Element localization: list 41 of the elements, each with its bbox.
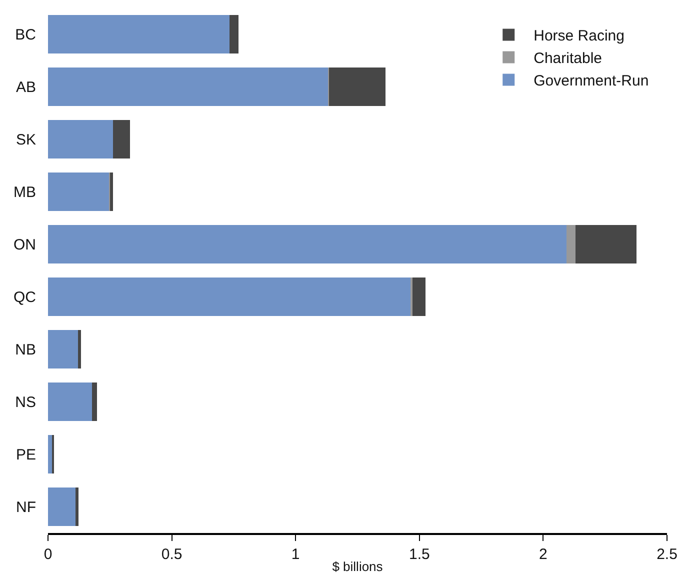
x-tick-label: 1.5 bbox=[408, 546, 430, 563]
y-tick-label: ON bbox=[14, 236, 36, 254]
bar bbox=[92, 382, 98, 421]
bar bbox=[48, 15, 230, 54]
y-tick-label: QC bbox=[14, 289, 36, 306]
x-axis-title: $ billions bbox=[332, 558, 384, 574]
y-tick-label: AB bbox=[16, 79, 36, 96]
bar bbox=[412, 278, 426, 316]
bar bbox=[110, 172, 114, 211]
bar bbox=[48, 382, 92, 421]
y-tick-label: MB bbox=[14, 184, 36, 201]
bar bbox=[48, 225, 566, 264]
x-tick-label: 0 bbox=[44, 546, 52, 563]
legend-label: Horse Racing bbox=[534, 28, 624, 45]
legend-label: Charitable bbox=[534, 50, 602, 68]
bar bbox=[48, 68, 328, 106]
bar bbox=[566, 225, 576, 264]
bar bbox=[76, 488, 79, 526]
bar bbox=[48, 488, 76, 526]
y-tick-label: PE bbox=[16, 446, 36, 464]
y-tick-label: NS bbox=[15, 394, 36, 411]
bar bbox=[113, 120, 130, 158]
x-tick-label: 0.5 bbox=[161, 546, 182, 563]
bar bbox=[48, 172, 110, 211]
legend-label: Government-Run bbox=[534, 72, 649, 90]
bar bbox=[48, 330, 78, 368]
bar bbox=[410, 278, 413, 316]
bar bbox=[328, 68, 386, 106]
y-tick-label: BC bbox=[15, 26, 36, 44]
bar bbox=[576, 225, 636, 264]
bar bbox=[229, 15, 239, 54]
y-tick-label: NB bbox=[15, 342, 36, 358]
bar bbox=[48, 435, 52, 474]
bar bbox=[78, 330, 82, 368]
x-tick-label: 2 bbox=[539, 546, 548, 563]
y-tick-label: NF bbox=[16, 499, 36, 516]
y-tick-label: SK bbox=[16, 132, 36, 148]
x-tick-label: 2.5 bbox=[656, 546, 678, 563]
bar bbox=[48, 120, 114, 158]
bar bbox=[48, 278, 410, 316]
x-tick-label: 1 bbox=[291, 546, 300, 563]
